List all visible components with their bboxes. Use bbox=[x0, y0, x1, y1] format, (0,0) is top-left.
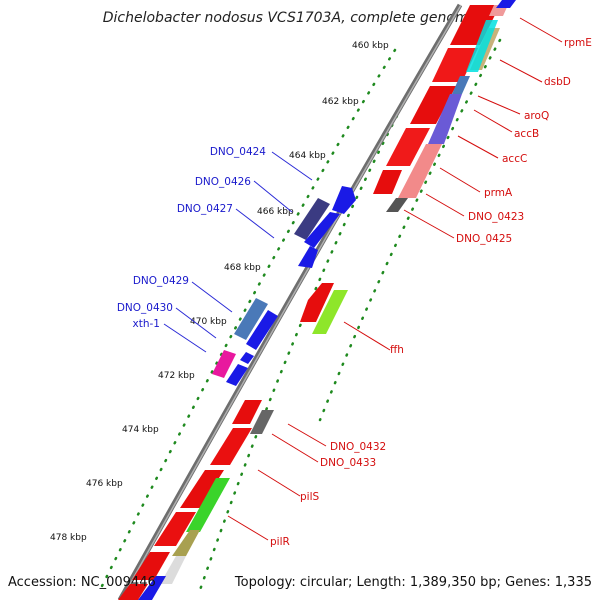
gene-arrow bbox=[300, 283, 334, 322]
forward-genes bbox=[212, 186, 356, 386]
feature-block bbox=[138, 576, 166, 600]
gene-arrow bbox=[432, 48, 478, 82]
tick-label: 468 kbp bbox=[224, 263, 261, 273]
feature-block bbox=[160, 556, 186, 584]
gene-labels-right: rpmE dsbD aroQ accB accC prmA DNO_0423 D… bbox=[270, 37, 592, 548]
feature-block bbox=[466, 20, 498, 72]
gene-arrow bbox=[386, 128, 430, 166]
gene-arrow bbox=[298, 246, 318, 268]
feature-block bbox=[428, 94, 462, 144]
feature-block bbox=[186, 478, 230, 532]
gene-label: DNO_0423 bbox=[468, 211, 524, 223]
gene-arrow bbox=[180, 470, 224, 508]
tick-label: 478 kbp bbox=[50, 533, 87, 543]
gene-arrow bbox=[232, 400, 262, 424]
tick-label: 472 kbp bbox=[158, 371, 195, 381]
feature-blocks bbox=[138, 0, 516, 600]
gene-labels-left: DNO_0424 DNO_0426 DNO_0427 DNO_0429 DNO_… bbox=[117, 146, 266, 330]
gene-arrow bbox=[226, 364, 248, 386]
gene-arrow bbox=[210, 428, 252, 465]
accession-text: Accession: NC_009446 bbox=[8, 575, 156, 590]
gene-label: DNO_0424 bbox=[210, 146, 266, 158]
gene-label: ffh bbox=[390, 344, 404, 356]
feature-block bbox=[496, 0, 516, 8]
gene-label: DNO_0433 bbox=[320, 457, 376, 469]
gene-label: pilR bbox=[270, 536, 290, 548]
leaders-right bbox=[227, 17, 563, 541]
gene-label: accB bbox=[514, 128, 539, 140]
gene-arrow bbox=[332, 186, 356, 214]
tick-label: 464 kbp bbox=[289, 151, 326, 161]
gene-arrow bbox=[304, 212, 340, 248]
gene-arrow bbox=[373, 170, 402, 194]
feature-block bbox=[312, 290, 348, 334]
tick-label: 462 kbp bbox=[322, 97, 359, 107]
feature-block bbox=[398, 144, 442, 198]
feature-block bbox=[172, 530, 200, 556]
gene-label: DNO_0430 bbox=[117, 302, 173, 314]
genome-backbone-highlight bbox=[120, 4, 462, 600]
topology-text: Topology: circular; Length: 1,389,350 bp… bbox=[234, 575, 592, 590]
gene-label: pilS bbox=[300, 491, 319, 503]
guide-outer-left bbox=[98, 48, 397, 592]
gene-arrow bbox=[450, 5, 500, 45]
gene-arrow bbox=[240, 352, 254, 364]
tick-label: 460 kbp bbox=[352, 41, 389, 51]
gene-label: prmA bbox=[484, 187, 513, 199]
feature-block bbox=[212, 350, 236, 378]
feature-block bbox=[452, 76, 470, 94]
tick-label: 474 kbp bbox=[122, 425, 159, 435]
gene-label: DNO_0429 bbox=[133, 275, 189, 287]
gene-label: DNO_0426 bbox=[195, 176, 251, 188]
feature-block bbox=[250, 410, 274, 434]
tick-label: 470 kbp bbox=[190, 317, 227, 327]
gene-arrow bbox=[132, 552, 170, 580]
tick-label: 476 kbp bbox=[86, 479, 123, 489]
gene-label: rpmE bbox=[564, 37, 592, 49]
genome-backbone bbox=[117, 3, 463, 600]
gene-arrow bbox=[410, 86, 456, 124]
scale-ticks: 460 kbp 462 kbp 464 kbp 466 kbp 468 kbp … bbox=[50, 41, 389, 543]
reverse-genes bbox=[118, 5, 500, 600]
leaders-left bbox=[163, 151, 313, 353]
feature-block bbox=[234, 298, 268, 340]
gene-arrow bbox=[118, 584, 148, 600]
gene-label: accC bbox=[502, 153, 527, 165]
gene-label: DNO_0427 bbox=[177, 203, 233, 215]
feature-block bbox=[294, 198, 330, 240]
tick-label: 466 kbp bbox=[257, 207, 294, 217]
gene-label: DNO_0425 bbox=[456, 233, 512, 245]
gene-label: aroQ bbox=[524, 110, 549, 122]
gene-label: DNO_0432 bbox=[330, 441, 386, 453]
gene-arrow bbox=[246, 310, 278, 350]
gene-label: dsbD bbox=[544, 76, 571, 88]
gene-arrow bbox=[154, 512, 196, 546]
map-title: Dichelobacter nodosus VCS1703A, complete… bbox=[103, 10, 477, 26]
gene-label: xth-1 bbox=[133, 318, 160, 330]
feature-block bbox=[386, 198, 408, 212]
